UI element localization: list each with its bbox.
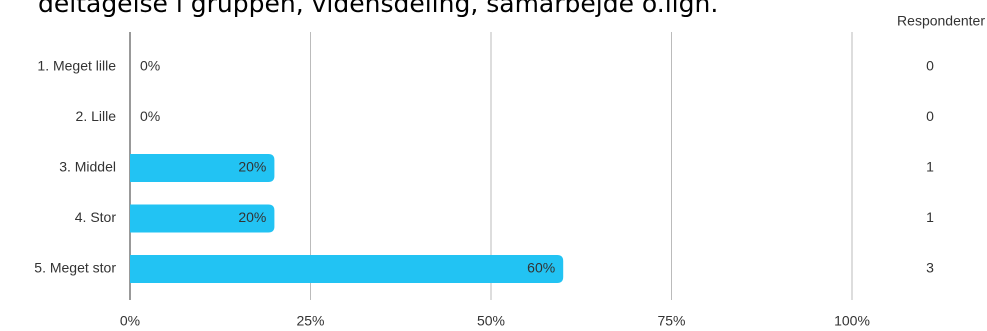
y-tick-label: 4. Stor bbox=[75, 209, 117, 225]
respondent-count: 3 bbox=[926, 260, 934, 276]
x-tick-label: 75% bbox=[657, 313, 685, 329]
value-label: 20% bbox=[238, 159, 266, 175]
value-label: 20% bbox=[238, 209, 266, 225]
respondent-count: 0 bbox=[926, 58, 934, 74]
y-tick-label: 3. Middel bbox=[59, 159, 116, 175]
value-label: 0% bbox=[140, 108, 160, 124]
x-tick-label: 50% bbox=[477, 313, 505, 329]
y-tick-label: 2. Lille bbox=[76, 108, 117, 124]
y-tick-label: 1. Meget lille bbox=[37, 58, 116, 74]
value-label: 60% bbox=[527, 260, 555, 276]
x-tick-label: 100% bbox=[834, 313, 870, 329]
chart-title: deltagelse i gruppen, vidensdeling, sama… bbox=[38, 0, 718, 18]
respondent-count: 0 bbox=[926, 108, 934, 124]
y-tick-label: 5. Meget stor bbox=[34, 260, 116, 276]
value-label: 0% bbox=[140, 58, 160, 74]
bar bbox=[130, 154, 275, 182]
x-tick-label: 0% bbox=[120, 313, 140, 329]
respondent-count: 1 bbox=[926, 159, 934, 175]
x-tick-label: 25% bbox=[296, 313, 324, 329]
respondents-header: Respondenter bbox=[897, 13, 985, 29]
bar bbox=[130, 255, 564, 283]
respondent-count: 1 bbox=[926, 209, 934, 225]
bar bbox=[130, 204, 275, 233]
